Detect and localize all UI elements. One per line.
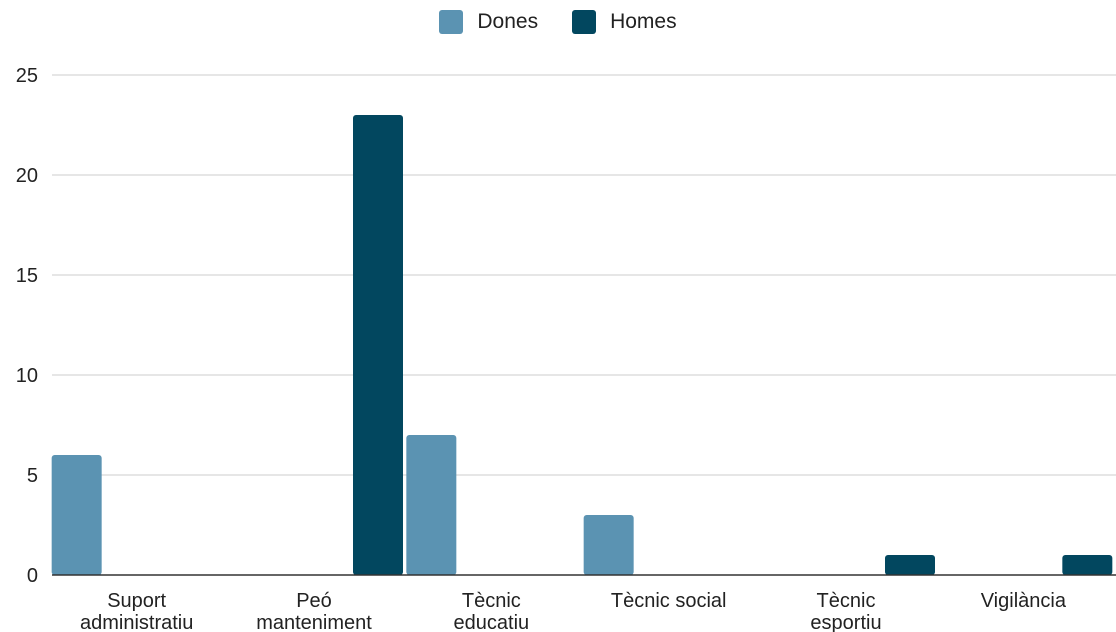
legend-swatch-homes bbox=[572, 10, 597, 34]
x-tick-label-line: educatiu bbox=[454, 612, 530, 632]
bar-homes bbox=[885, 555, 935, 575]
x-tick-label-line: administratiu bbox=[80, 612, 193, 632]
legend-label-dones: Dones bbox=[477, 10, 539, 33]
x-tick-label-line: Tècnic bbox=[817, 590, 876, 612]
bar-homes bbox=[1062, 555, 1113, 575]
chart-legend: Dones Homes bbox=[0, 10, 1116, 34]
legend-swatch-dones bbox=[439, 10, 464, 34]
x-tick-label: Tècnic esportiu bbox=[810, 590, 881, 632]
x-tick-label: Tècnic educatiu bbox=[454, 590, 530, 632]
y-tick-label: 0 bbox=[27, 565, 38, 587]
x-tick-label: Peó manteniment bbox=[256, 590, 372, 632]
x-tick-label-line: Peó bbox=[296, 590, 332, 612]
y-tick-label: 15 bbox=[16, 265, 38, 287]
x-tick-label: Tècnic social bbox=[611, 590, 727, 612]
x-tick-label: Suport administratiu bbox=[80, 590, 193, 632]
bar-dones bbox=[51, 455, 102, 575]
legend-label-homes: Homes bbox=[610, 10, 677, 33]
y-tick-label: 20 bbox=[16, 165, 38, 187]
x-tick-label-line: Suport bbox=[107, 590, 166, 612]
y-tick-label: 10 bbox=[16, 365, 38, 387]
y-tick-label: 25 bbox=[16, 65, 38, 87]
bar-dones bbox=[583, 515, 634, 575]
x-tick-label-line: Tècnic bbox=[462, 590, 521, 612]
y-tick-label: 5 bbox=[27, 465, 38, 487]
legend-item-dones[interactable]: Dones bbox=[439, 10, 538, 34]
x-tick-label-line: esportiu bbox=[810, 612, 881, 632]
bar-homes bbox=[353, 115, 403, 575]
x-tick-label-line: Vigilància bbox=[981, 590, 1067, 612]
x-tick-label-line: Tècnic social bbox=[611, 590, 727, 612]
legend-item-homes[interactable]: Homes bbox=[572, 10, 677, 34]
bar-dones bbox=[406, 435, 457, 575]
x-tick-label: Vigilància bbox=[981, 590, 1067, 612]
x-tick-label-line: manteniment bbox=[256, 612, 372, 632]
